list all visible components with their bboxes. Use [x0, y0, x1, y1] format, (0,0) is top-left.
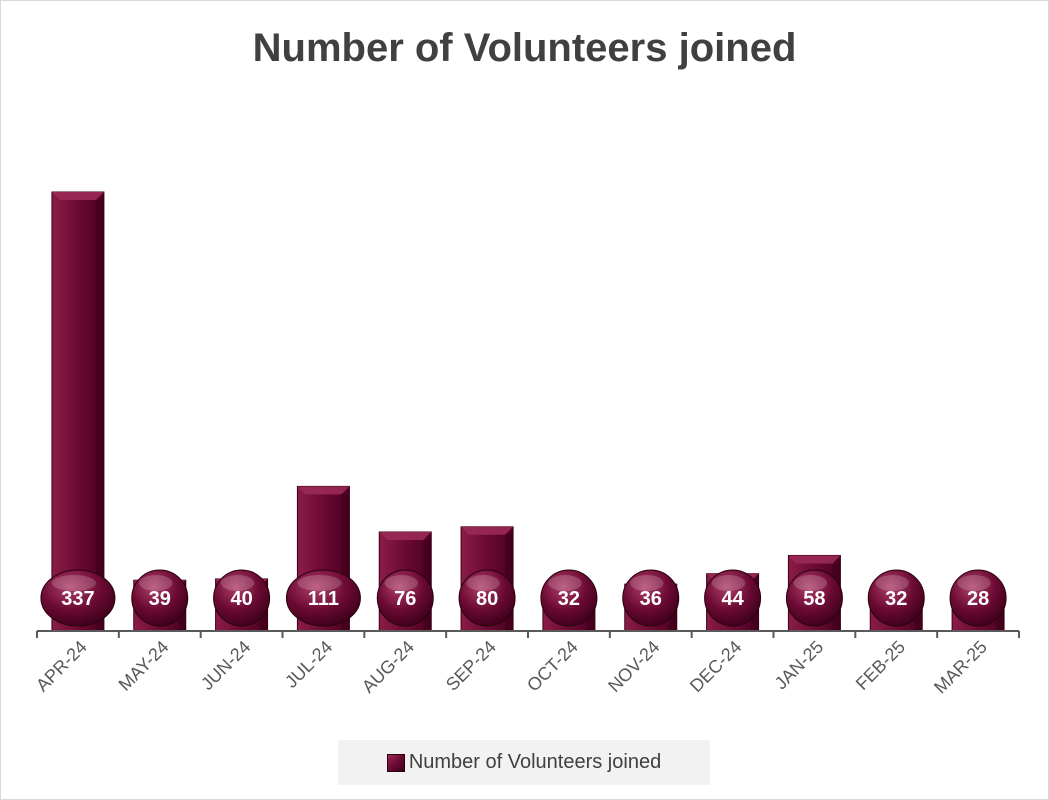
- data-label-aug-24: 76: [376, 569, 434, 627]
- svg-text:28: 28: [967, 588, 989, 610]
- x-tick-label: MAR-25: [930, 637, 991, 698]
- legend: Number of Volunteers joined: [338, 740, 710, 785]
- svg-text:76: 76: [394, 588, 416, 610]
- x-tick-label: JUN-24: [197, 637, 254, 694]
- svg-text:40: 40: [230, 588, 252, 610]
- x-tick-label: DEC-24: [686, 637, 745, 696]
- svg-text:39: 39: [149, 588, 171, 610]
- data-label-mar-25: 28: [949, 569, 1007, 627]
- x-tick-label: AUG-24: [358, 637, 418, 697]
- svg-text:36: 36: [640, 588, 662, 610]
- x-tick-label: MAY-24: [115, 637, 173, 695]
- data-label-jan-25: 58: [785, 569, 843, 627]
- legend-label: Number of Volunteers joined: [408, 751, 662, 773]
- data-label-apr-24: 337: [40, 569, 116, 627]
- data-label-dec-24: 44: [704, 569, 762, 627]
- data-label-sep-24: 80: [458, 569, 516, 627]
- x-tick-label: JAN-25: [771, 637, 828, 694]
- svg-text:80: 80: [476, 588, 498, 610]
- data-label-oct-24: 32: [540, 569, 598, 627]
- bar-apr-24: [51, 191, 105, 632]
- x-tick-label: OCT-24: [523, 637, 582, 696]
- data-label-feb-25: 32: [867, 569, 925, 627]
- x-tick-label: FEB-25: [852, 637, 909, 694]
- x-tick-label: APR-24: [32, 637, 91, 696]
- data-label-nov-24: 36: [622, 569, 680, 627]
- svg-text:337: 337: [61, 588, 94, 610]
- svg-text:44: 44: [721, 588, 744, 610]
- data-label-jun-24: 40: [213, 569, 271, 627]
- legend-swatch: [386, 753, 405, 772]
- x-tick-label: SEP-24: [442, 637, 500, 695]
- data-label-may-24: 39: [131, 569, 189, 627]
- svg-text:32: 32: [885, 588, 907, 610]
- x-tick-label: JUL-24: [281, 637, 336, 692]
- x-tick-label: NOV-24: [604, 637, 663, 696]
- svg-text:32: 32: [558, 588, 580, 610]
- chart-title: Number of Volunteers joined: [252, 26, 797, 70]
- svg-text:111: 111: [308, 588, 339, 610]
- data-label-jul-24: 111: [285, 569, 361, 627]
- svg-text:58: 58: [803, 588, 825, 610]
